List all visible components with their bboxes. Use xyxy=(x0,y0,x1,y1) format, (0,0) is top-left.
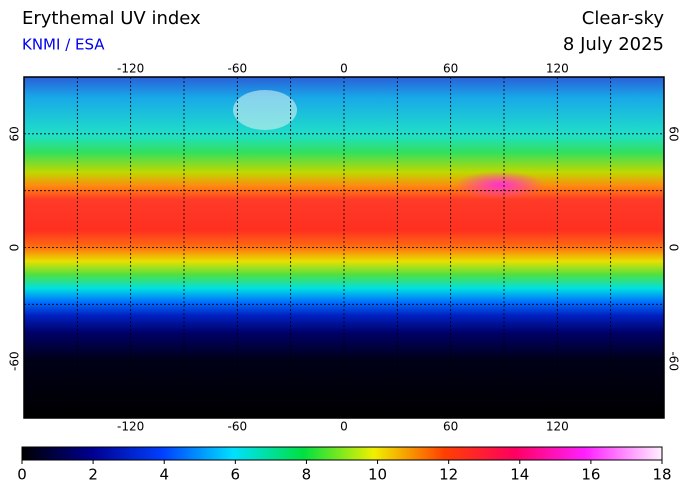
colorbar-tick-label: 6 xyxy=(231,466,241,484)
high-uv-region xyxy=(455,171,545,199)
lon-tick-label: -60 xyxy=(228,62,248,76)
colorbar-tick-label: 0 xyxy=(17,466,27,484)
colorbar-tick-label: 2 xyxy=(88,466,98,484)
lon-tick-label: -120 xyxy=(117,420,144,434)
lat-tick-label: -60 xyxy=(8,351,22,371)
map-frame xyxy=(23,76,665,419)
colorbar-tick-label: 8 xyxy=(302,466,312,484)
lat-tick-label: 60 xyxy=(8,126,22,141)
lon-tick-label: 60 xyxy=(443,420,458,434)
lon-tick-label: 0 xyxy=(340,62,348,76)
colorbar-tick-label: 16 xyxy=(581,466,600,484)
lon-tick-label: 0 xyxy=(340,420,348,434)
lat-tick-label: 0 xyxy=(667,244,681,252)
lon-tick-label: 60 xyxy=(443,62,458,76)
colorbar xyxy=(21,446,663,461)
colorbar-tick-label: 12 xyxy=(439,466,458,484)
lat-tick-label: 0 xyxy=(8,244,22,252)
date: 8 July 2025 xyxy=(563,34,664,55)
lat-tick-label: 60 xyxy=(667,126,681,141)
lon-tick-label: -60 xyxy=(228,420,248,434)
colorbar-tick-label: 14 xyxy=(510,466,529,484)
colorbar-tick-label: 18 xyxy=(652,466,671,484)
lat-tick-label: -60 xyxy=(667,351,681,371)
title: Erythemal UV index xyxy=(22,8,201,29)
colorbar-tick-label: 4 xyxy=(159,466,169,484)
lon-tick-label: 120 xyxy=(546,420,569,434)
source: KNMI / ESA xyxy=(22,36,105,54)
colorbar-ticks: 0 2 4 6 8 10 12 14 16 18 xyxy=(17,460,672,484)
greenland xyxy=(233,90,297,130)
lon-tick-label: 120 xyxy=(546,62,569,76)
colorbar-tick-label: 10 xyxy=(368,466,387,484)
mode: Clear-sky xyxy=(582,8,665,29)
lon-tick-label: -120 xyxy=(117,62,144,76)
grid xyxy=(24,77,664,418)
